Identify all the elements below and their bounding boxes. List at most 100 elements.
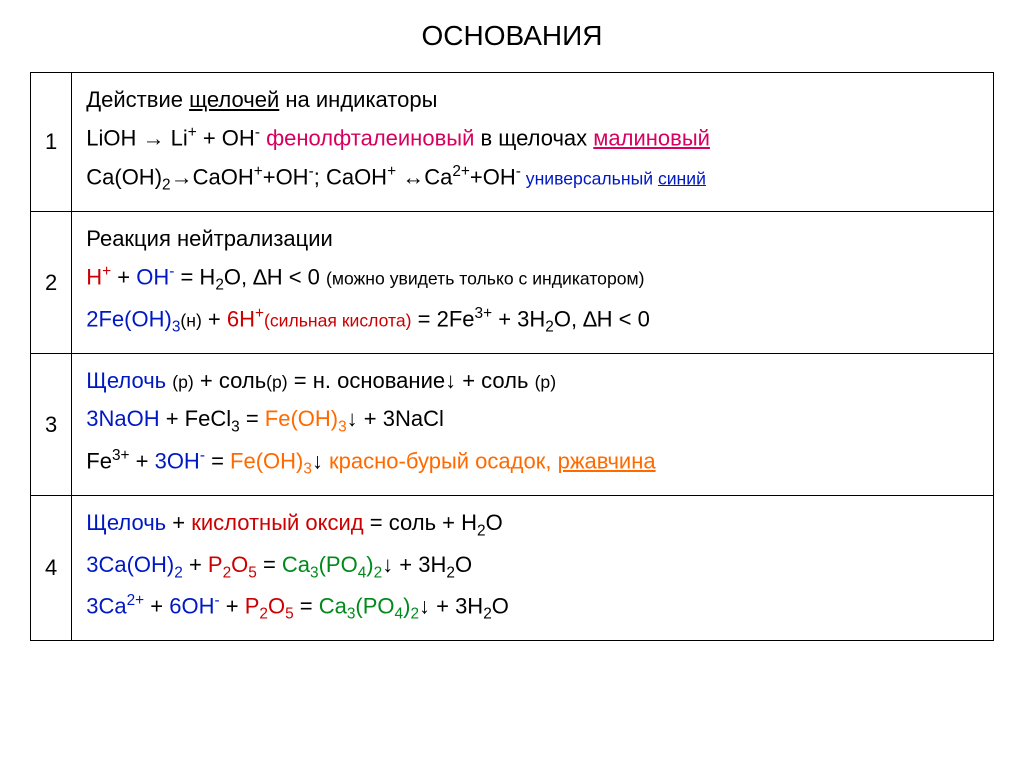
text-fragment: универсальный xyxy=(521,168,658,188)
text-fragment: фенолфталеиновый xyxy=(260,125,474,150)
text-fragment: + xyxy=(144,593,169,618)
text-fragment: O xyxy=(492,593,509,618)
text-fragment: + xyxy=(111,265,136,290)
text-fragment: + xyxy=(255,305,264,322)
text-fragment: + xyxy=(387,163,396,180)
text-fragment: Действие xyxy=(86,87,189,112)
text-fragment: P xyxy=(208,552,223,577)
text-fragment: O xyxy=(268,593,285,618)
text-fragment: +OH xyxy=(263,164,309,189)
text-fragment: = xyxy=(257,552,282,577)
text-fragment: 2 xyxy=(162,176,171,193)
text-fragment: = соль + H xyxy=(364,510,477,535)
text-fragment: 2+ xyxy=(452,163,470,180)
text-fragment: + xyxy=(220,593,245,618)
text-fragment: + FeCl xyxy=(160,406,232,431)
content-line: 3NaOH + FeCl3 = Fe(OH)3↓ + 3NaCl xyxy=(86,402,979,439)
text-fragment: 2 xyxy=(259,606,268,623)
page-title: ОСНОВАНИЯ xyxy=(30,20,994,52)
table-row: 4Щелочь + кислотный оксид = соль + H2O3C… xyxy=(31,496,994,641)
text-fragment: OH xyxy=(136,265,169,290)
content-line: Fe3+ + 3OH- = Fe(OH)3↓ красно-бурый осад… xyxy=(86,444,979,482)
content-line: 3Ca(OH)2 + P2O5 = Ca3(PO4)2↓ + 3H2O xyxy=(86,548,979,585)
text-fragment: Fe xyxy=(86,448,112,473)
text-fragment: (н) xyxy=(180,310,201,330)
text-fragment: 2 xyxy=(477,523,486,540)
text-fragment: щелочей xyxy=(189,87,279,112)
text-fragment: (сильная кислота) xyxy=(264,310,412,330)
text-fragment: = н. основание↓ + соль xyxy=(288,368,535,393)
text-fragment: + xyxy=(183,552,208,577)
text-fragment: ↓ xyxy=(419,593,430,618)
text-fragment: →CaOH xyxy=(171,164,254,189)
text-fragment: P xyxy=(245,593,260,618)
text-fragment: 2 xyxy=(483,606,492,623)
row-number: 4 xyxy=(31,496,72,641)
text-fragment: + xyxy=(102,263,111,280)
content-line: Реакция нейтрализации xyxy=(86,222,979,256)
text-fragment: ↓ xyxy=(382,552,393,577)
text-fragment: (р) xyxy=(266,372,288,392)
text-fragment: ↔Ca xyxy=(396,164,452,189)
text-fragment: 3NaOH xyxy=(86,406,159,431)
text-fragment: 6OH xyxy=(169,593,214,618)
text-fragment: красно-бурый осадок, xyxy=(323,448,558,473)
text-fragment: 2Fe(OH) xyxy=(86,306,172,331)
content-line: H+ + OH- = H2O, ∆H < 0 (можно увидеть то… xyxy=(86,260,979,298)
text-fragment: H xyxy=(86,265,102,290)
text-fragment: ↓ xyxy=(312,448,323,473)
content-line: Действие щелочей на индикаторы xyxy=(86,83,979,117)
text-fragment: Ca xyxy=(282,552,310,577)
text-fragment: Щелочь xyxy=(86,510,166,535)
text-fragment: в щелочах xyxy=(474,125,593,150)
text-fragment: 3Ca xyxy=(86,593,126,618)
text-fragment: 2 xyxy=(446,564,455,581)
text-fragment: 3 xyxy=(338,419,347,436)
row-number: 1 xyxy=(31,73,72,212)
text-fragment: 2 xyxy=(410,606,419,623)
text-fragment: 2+ xyxy=(127,592,145,609)
row-content: Реакция нейтрализации H+ + OH- = H2O, ∆H … xyxy=(72,212,994,354)
content-table: 1 Действие щелочей на индикаторы LiOH → Li… xyxy=(30,72,994,641)
text-fragment: = xyxy=(294,593,319,618)
text-fragment: +OH xyxy=(470,164,516,189)
text-fragment: + 3H xyxy=(393,552,446,577)
text-fragment: = 2Fe xyxy=(412,306,475,331)
content-line: Ca(OH)2→CaOH++OH-; CaOH+ ↔Ca2++OH- униве… xyxy=(86,160,979,198)
text-fragment: ↓ xyxy=(347,406,358,431)
text-fragment: ) xyxy=(366,552,373,577)
text-fragment: O, ∆H < 0 xyxy=(224,265,326,290)
text-fragment: 2 xyxy=(223,564,232,581)
text-fragment: + xyxy=(166,510,191,535)
text-fragment: + xyxy=(188,124,197,141)
text-fragment: (PO xyxy=(355,593,394,618)
text-fragment: 3Ca(OH) xyxy=(86,552,174,577)
content-line: LiOH → Li+ + OH- фенолфталеиновый в щело… xyxy=(86,121,979,155)
text-fragment: Ca(OH) xyxy=(86,164,162,189)
text-fragment: O xyxy=(231,552,248,577)
row-number: 2 xyxy=(31,212,72,354)
text-fragment: 3+ xyxy=(112,447,130,464)
text-fragment: на индикаторы xyxy=(279,87,437,112)
text-fragment: LiOH → Li xyxy=(86,125,187,150)
text-fragment: Ca xyxy=(319,593,347,618)
row-number: 3 xyxy=(31,354,72,496)
text-fragment: Fe(OH) xyxy=(230,448,303,473)
table-row: 1 Действие щелочей на индикаторы LiOH → Li… xyxy=(31,73,994,212)
text-fragment: = xyxy=(240,406,265,431)
text-fragment: 2 xyxy=(545,319,554,336)
text-fragment: + соль xyxy=(194,368,266,393)
text-fragment: 4 xyxy=(395,606,404,623)
text-fragment: O xyxy=(486,510,503,535)
text-fragment: (можно увидеть только с индикатором) xyxy=(326,269,644,289)
content-line: Щелочь (р) + соль(р) = н. основание↓ + с… xyxy=(86,364,979,398)
text-fragment: Fe(OH) xyxy=(265,406,338,431)
text-fragment: = H xyxy=(174,265,215,290)
content-line: 2Fe(OH)3(н) + 6H+(сильная кислота) = 2Fe… xyxy=(86,302,979,340)
table-row: 2 Реакция нейтрализации H+ + OH- = H2O, ∆H… xyxy=(31,212,994,354)
text-fragment: 3 xyxy=(310,564,319,581)
row-content: Щелочь (р) + соль(р) = н. основание↓ + с… xyxy=(72,354,994,496)
text-fragment: 3+ xyxy=(475,305,493,322)
content-line: 3Ca2+ + 6OH- + P2O5 = Ca3(PO4)2↓ + 3H2O xyxy=(86,589,979,627)
table-row: 3 Щелочь (р) + соль(р) = н. основание↓ + … xyxy=(31,354,994,496)
